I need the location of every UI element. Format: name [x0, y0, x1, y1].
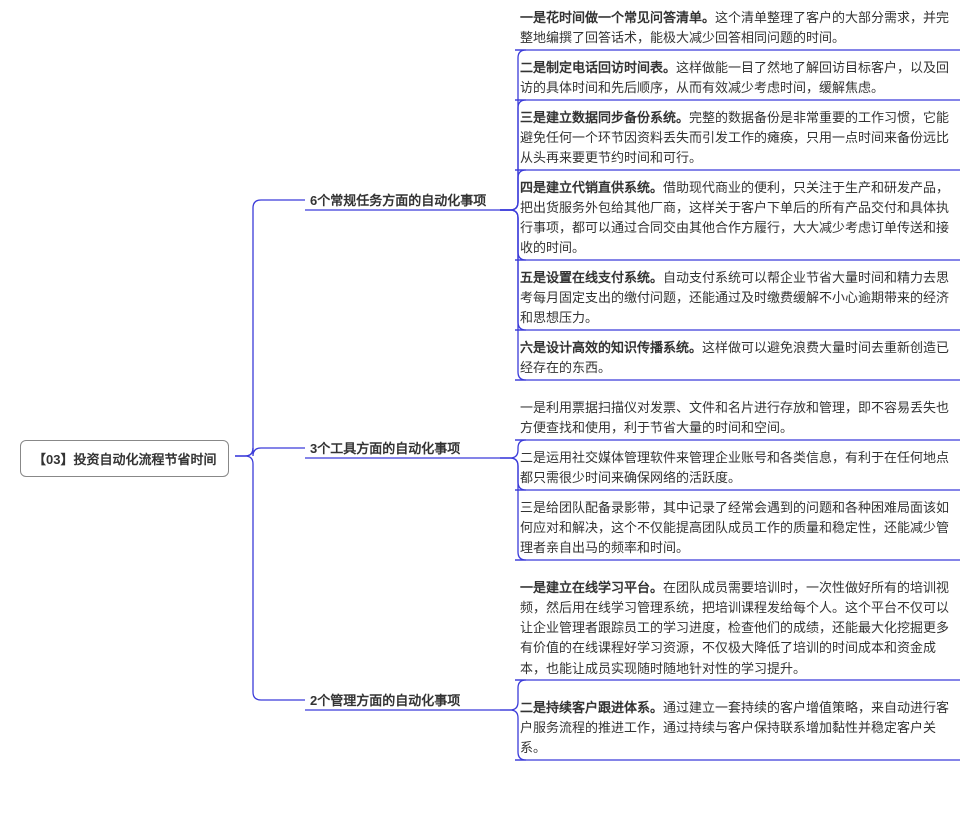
leaf-node: 三是给团队配备录影带，其中记录了经常会遇到的问题和各种困难局面该如何应对和解决，…: [520, 498, 960, 558]
leaf-node: 五是设置在线支付系统。自动支付系统可以帮企业节省大量时间和精力去思考每月固定支出…: [520, 268, 960, 328]
leaf-node: 二是持续客户跟进体系。通过建立一套持续的客户增值策略，来自动进行客户服务流程的推…: [520, 698, 960, 758]
leaf-bold: 三是建立数据同步备份系统。: [520, 110, 689, 125]
leaf-bold: 二是制定电话回访时间表。: [520, 60, 676, 75]
branch-label: 2个管理方面的自动化事项: [310, 690, 460, 709]
leaf-node: 一是利用票据扫描仪对发票、文件和名片进行存放和管理，即不容易丢失也方便查找和使用…: [520, 398, 960, 438]
leaf-node: 一是花时间做一个常见问答清单。这个清单整理了客户的大部分需求，并完整地编撰了回答…: [520, 8, 960, 48]
leaf-bold: 六是设计高效的知识传播系统。: [520, 340, 702, 355]
leaf-node: 六是设计高效的知识传播系统。这样做可以避免浪费大量时间去重新创造已经存在的东西。: [520, 338, 960, 378]
branch-label: 6个常规任务方面的自动化事项: [310, 190, 486, 209]
leaf-bold: 一是花时间做一个常见问答清单。: [520, 10, 715, 25]
leaf-node: 二是运用社交媒体管理软件来管理企业账号和各类信息，有利于在任何地点都只需很少时间…: [520, 448, 960, 488]
branch-label: 3个工具方面的自动化事项: [310, 438, 460, 457]
leaf-node: 三是建立数据同步备份系统。完整的数据备份是非常重要的工作习惯，它能避免任何一个环…: [520, 108, 960, 168]
root-label: 【03】投资自动化流程节省时间: [33, 452, 216, 467]
leaf-text: 三是给团队配备录影带，其中记录了经常会遇到的问题和各种困难局面该如何应对和解决，…: [520, 500, 949, 555]
leaf-node: 四是建立代销直供系统。借助现代商业的便利，只关注于生产和研发产品，把出货服务外包…: [520, 178, 960, 259]
connector: [235, 456, 305, 700]
connector: [235, 448, 305, 456]
leaf-bold: 一是建立在线学习平台。: [520, 580, 663, 595]
connector: [235, 200, 305, 456]
leaf-text: 一是利用票据扫描仪对发票、文件和名片进行存放和管理，即不容易丢失也方便查找和使用…: [520, 400, 949, 435]
leaf-node: 二是制定电话回访时间表。这样做能一目了然地了解回访目标客户，以及回访的具体时间和…: [520, 58, 960, 98]
leaf-bold: 二是持续客户跟进体系。: [520, 700, 663, 715]
leaf-node: 一是建立在线学习平台。在团队成员需要培训时，一次性做好所有的培训视频，然后用在线…: [520, 578, 960, 679]
leaf-text: 二是运用社交媒体管理软件来管理企业账号和各类信息，有利于在任何地点都只需很少时间…: [520, 450, 949, 485]
leaf-bold: 五是设置在线支付系统。: [520, 270, 663, 285]
leaf-bold: 四是建立代销直供系统。: [520, 180, 663, 195]
mindmap-root: 【03】投资自动化流程节省时间: [20, 440, 229, 477]
